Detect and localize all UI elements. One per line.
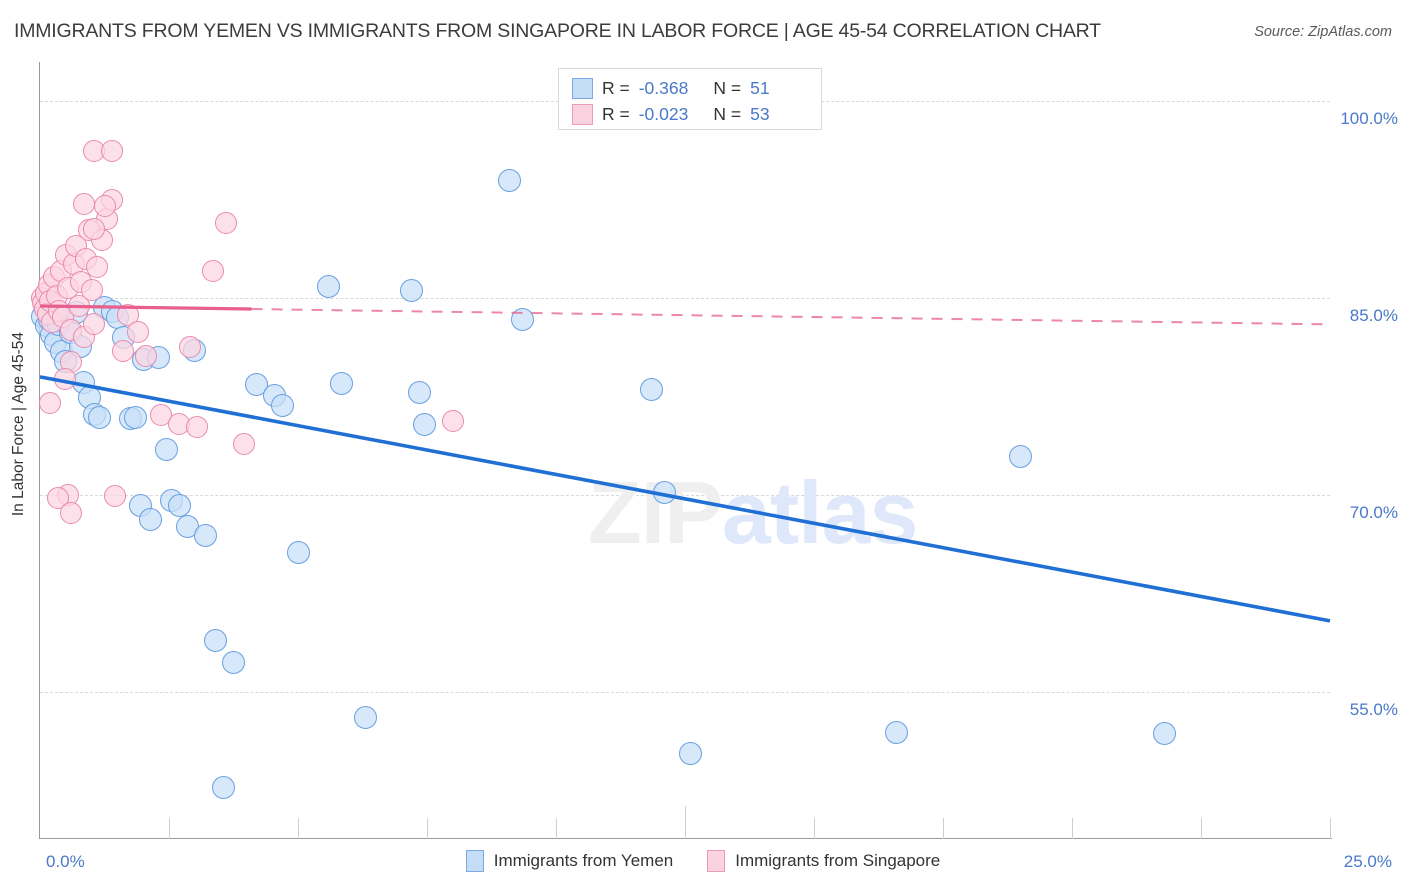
legend-r-label-singapore: R =	[602, 103, 630, 124]
x-tick-mark	[298, 818, 299, 839]
page-title: IMMIGRANTS FROM YEMEN VS IMMIGRANTS FROM…	[14, 20, 1101, 42]
scatter-point	[498, 168, 522, 192]
x-tick-mark	[427, 818, 428, 839]
legend-r-value-singapore: -0.023	[638, 103, 689, 124]
x-tick-mark	[1201, 818, 1202, 839]
x-tick-mark	[814, 818, 815, 839]
scatter-point	[201, 259, 224, 282]
scatter-point	[83, 313, 106, 336]
y-tick-label: 70.0%	[1349, 502, 1398, 522]
scatter-point	[203, 629, 227, 653]
series-legend: Immigrants from Yemen Immigrants from Si…	[0, 850, 1406, 872]
legend-n-value-singapore: 53	[750, 103, 770, 124]
x-tick-mark	[169, 818, 170, 839]
series-legend-item-yemen[interactable]: Immigrants from Yemen	[465, 850, 674, 872]
scatter-point	[103, 485, 126, 508]
scatter-point	[178, 335, 201, 358]
trend-line-dashed	[251, 308, 1331, 326]
scatter-point	[39, 392, 62, 415]
x-tick-mark	[943, 818, 944, 839]
trend-line-solid	[39, 304, 252, 311]
scatter-point	[85, 255, 108, 278]
scatter-point	[407, 381, 431, 405]
plot-area: ZIPatlas	[30, 62, 1331, 836]
scatter-point	[59, 502, 82, 525]
scatter-point	[1153, 722, 1177, 746]
y-tick-label: 85.0%	[1349, 306, 1398, 326]
scatter-point	[47, 486, 70, 509]
source-label: Source: ZipAtlas.com	[1254, 24, 1392, 40]
scatter-point	[271, 394, 295, 418]
scatter-point	[186, 415, 209, 438]
scatter-point	[441, 410, 464, 433]
x-tick-mark	[685, 806, 686, 839]
scatter-point	[101, 140, 124, 163]
gridline	[40, 298, 1330, 300]
x-tick-mark	[1072, 818, 1073, 839]
scatter-point	[93, 195, 116, 218]
scatter-point	[167, 493, 191, 517]
series-label-yemen: Immigrants from Yemen	[493, 851, 674, 870]
scatter-point	[80, 279, 103, 302]
legend-swatch-yemen	[572, 77, 593, 99]
scatter-point	[286, 541, 310, 565]
scatter-point	[885, 720, 909, 744]
scatter-point	[87, 406, 111, 429]
series-legend-item-singapore[interactable]: Immigrants from Singapore	[707, 850, 940, 872]
gridline	[40, 691, 1330, 693]
y-axis-line	[39, 62, 40, 839]
scatter-point	[232, 432, 255, 455]
scatter-point	[139, 508, 163, 532]
scatter-point	[123, 406, 147, 429]
legend-swatch-singapore	[572, 103, 593, 125]
scatter-point	[193, 524, 217, 548]
x-axis-min-label: 0.0%	[46, 852, 85, 871]
legend-r-value-yemen: -0.368	[638, 77, 689, 98]
gridline	[40, 494, 1330, 496]
correlation-legend: R = -0.368 N = 51 R = -0.023 N = 53	[558, 68, 822, 130]
scatter-point	[127, 321, 150, 344]
legend-r-label-yemen: R =	[602, 77, 630, 98]
y-tick-label: 55.0%	[1349, 699, 1398, 719]
trend-line-solid	[39, 375, 1331, 623]
scatter-point	[134, 344, 157, 367]
scatter-point	[678, 741, 702, 765]
series-label-singapore: Immigrants from Singapore	[735, 851, 941, 870]
scatter-point	[111, 339, 134, 362]
scatter-point	[1008, 445, 1032, 469]
legend-n-label-singapore: N =	[713, 103, 742, 124]
x-axis-max-label: 25.0%	[1343, 852, 1392, 871]
y-axis-title: In Labor Force | Age 45-54	[10, 332, 27, 517]
scatter-point	[400, 278, 424, 302]
scatter-point	[222, 651, 245, 675]
scatter-point	[330, 371, 354, 395]
scatter-point	[353, 706, 377, 730]
x-tick-mark	[1330, 818, 1331, 839]
legend-n-value-yemen: 51	[750, 77, 770, 98]
y-tick-label: 100.0%	[1340, 109, 1398, 129]
series-swatch-singapore	[707, 850, 726, 872]
trend-lines	[39, 304, 1331, 623]
scatter-point	[154, 437, 178, 461]
legend-row-singapore: R = -0.023 N = 53	[572, 101, 770, 127]
scatter-point	[214, 212, 237, 235]
legend-row-yemen: R = -0.368 N = 51	[572, 75, 770, 101]
scatter-point	[639, 378, 663, 402]
x-tick-mark	[556, 818, 557, 839]
scatter-point	[317, 274, 341, 298]
scatter-point	[412, 412, 436, 436]
scatter-point	[83, 217, 106, 240]
legend-n-label-yemen: N =	[713, 77, 742, 98]
scatter-point	[211, 775, 235, 799]
series-swatch-yemen	[465, 850, 484, 872]
